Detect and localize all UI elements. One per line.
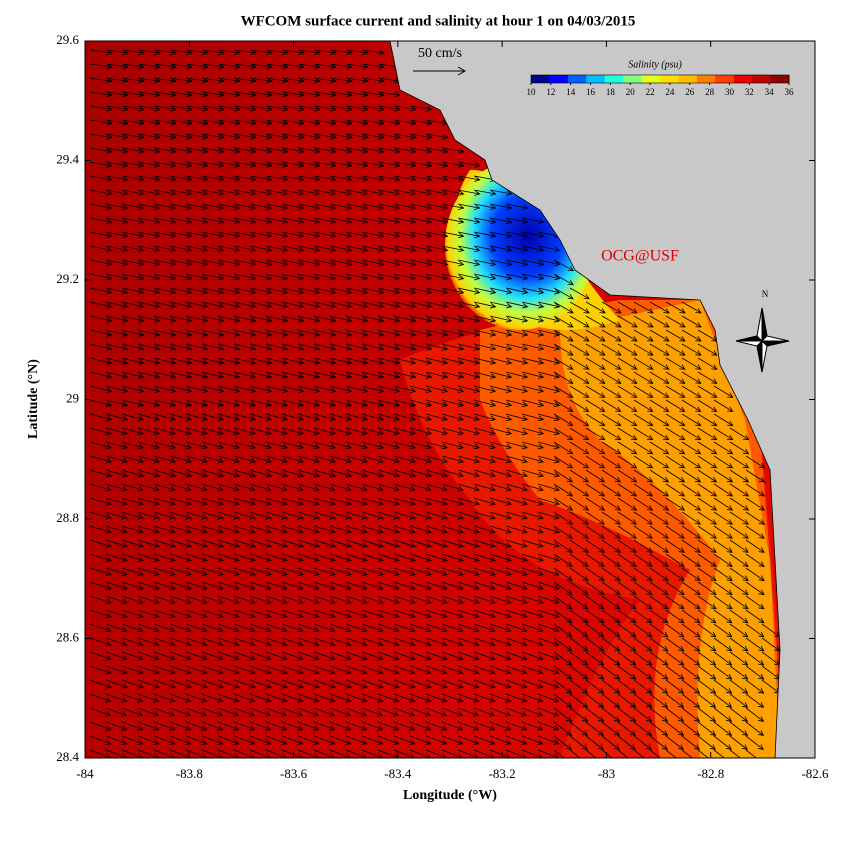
y-tick-label: 29.4 xyxy=(56,151,79,166)
vector-scale-arrow xyxy=(413,66,467,76)
y-tick-label: 28.4 xyxy=(56,749,79,764)
colorbar-swatch xyxy=(696,75,716,83)
current-vectors xyxy=(89,49,781,758)
y-tick-label: 29.6 xyxy=(56,32,79,47)
vector-scale-label: 50 cm/s xyxy=(418,46,462,61)
colorbar-tick-label: 18 xyxy=(606,87,616,97)
colorbar-tick-label: 34 xyxy=(765,87,775,97)
colorbar-swatch xyxy=(715,75,735,83)
x-tick-label: -83.2 xyxy=(489,766,516,781)
x-tick-label: -82.6 xyxy=(801,766,829,781)
colorbar-tick-label: 14 xyxy=(566,87,576,97)
colorbar-swatch xyxy=(549,75,569,83)
colorbar-swatch xyxy=(531,75,550,83)
colorbar-swatch xyxy=(586,75,606,83)
colorbar-swatch xyxy=(567,75,587,83)
y-tick-label: 29 xyxy=(66,390,79,405)
colorbar-tick-label: 24 xyxy=(665,87,675,97)
colorbar-swatch xyxy=(623,75,643,83)
colorbar-swatch xyxy=(752,75,772,83)
title: WFCOM surface current and salinity at ho… xyxy=(241,13,636,29)
y-tick-label: 28.6 xyxy=(56,629,79,644)
colorbar-frame xyxy=(530,74,790,84)
map-area xyxy=(85,41,815,758)
colorbar-label: Salinity (psu) xyxy=(628,59,682,70)
y-axis-label: Latitude (°N) xyxy=(26,359,41,439)
y-tick-label: 28.8 xyxy=(56,510,79,525)
colorbar-tick-label: 28 xyxy=(705,87,715,97)
north-label: N xyxy=(762,289,769,299)
x-tick-label: -83.8 xyxy=(176,766,203,781)
colorbar-swatch xyxy=(604,75,624,83)
y-tick-label: 29.2 xyxy=(56,271,79,286)
colorbar-tick-label: 36 xyxy=(785,87,795,97)
colorbar-swatch xyxy=(733,75,753,83)
colorbar-tick-label: 20 xyxy=(626,87,636,97)
x-tick-label: -83.6 xyxy=(280,766,308,781)
colorbar-tick-label: 16 xyxy=(586,87,596,97)
compass-detail xyxy=(735,307,790,373)
x-axis-label: Longitude (°W) xyxy=(403,788,497,803)
x-tick-label: -83.4 xyxy=(384,766,412,781)
colorbar-swatch xyxy=(641,75,661,83)
x-tick-label: -82.8 xyxy=(697,766,724,781)
colorbar-tick-label: 26 xyxy=(685,87,695,97)
colorbar-tick-label: 30 xyxy=(725,87,735,97)
colorbar-tick-label: 10 xyxy=(527,87,537,97)
x-tick-label: -84 xyxy=(76,766,94,781)
land xyxy=(389,41,815,758)
credit: OCG@USF xyxy=(601,248,679,265)
colorbar-tick-label: 22 xyxy=(646,87,655,97)
x-tick-label: -83 xyxy=(598,766,615,781)
colorbar-swatch xyxy=(660,75,679,83)
colorbar-swatch xyxy=(678,75,698,83)
colorbar-swatch xyxy=(770,75,790,83)
colorbar-tick-label: 32 xyxy=(745,87,754,97)
colorbar-tick-label: 12 xyxy=(546,87,555,97)
salinity-zone xyxy=(560,300,780,758)
colorbar: 10 12 14 16 18 20 22 24 26 28 30 32 34 36 xyxy=(527,74,795,97)
